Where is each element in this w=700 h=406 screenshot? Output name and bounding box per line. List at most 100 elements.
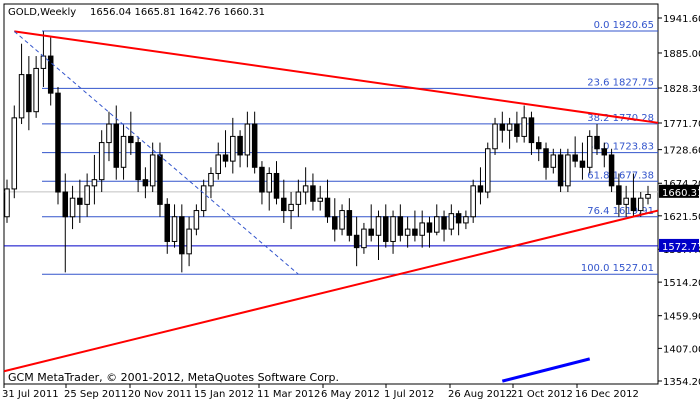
candle-body-43 [317, 197, 323, 202]
candle-body-65 [477, 185, 484, 193]
y-tick-label-3: 1771.70 [663, 119, 700, 130]
candle-body-34 [251, 123, 258, 168]
candle-body-57 [419, 222, 425, 236]
candle-60 [441, 210, 447, 242]
candle-body-10 [77, 197, 83, 205]
candle-0 [4, 179, 10, 223]
candle-18 [135, 136, 141, 193]
x-tick-label-8: 21 Oct 2012 [511, 389, 573, 400]
fib-label-1: 23.6 1827.75 [587, 77, 654, 88]
candle-29 [215, 142, 221, 180]
y-tick-label-4: 1728.60 [663, 146, 700, 157]
candle-76 [557, 148, 564, 193]
candle-body-56 [412, 228, 418, 236]
candle-body-51 [375, 216, 382, 236]
candle-body-62 [455, 213, 462, 224]
y-axis: 1941.60 1885.00 1828.30 1771.70 1728.60 1674.… [658, 14, 700, 388]
candle-body-83 [608, 154, 615, 187]
candle-34 [251, 111, 258, 174]
candle-38 [281, 179, 287, 223]
candle-body-50 [368, 228, 374, 236]
candle-57 [419, 210, 425, 248]
candle-body-55 [404, 228, 411, 236]
current-price-label: 1660.31 [662, 188, 700, 199]
candle-13 [98, 130, 105, 193]
candle-body-20 [149, 154, 156, 187]
fib-label-5: 76.4 1619.91 [587, 206, 654, 217]
candle-51 [375, 210, 382, 260]
candle-body-59 [434, 216, 440, 233]
candle-80 [586, 130, 593, 174]
candle-9 [69, 185, 76, 230]
candle-42 [310, 173, 316, 211]
candle-body-29 [215, 154, 221, 174]
y-tick-label-0: 1941.60 [663, 14, 700, 25]
level-price-tag [659, 238, 699, 252]
candle-75 [550, 148, 557, 174]
symbol-label: GOLD,Weekly [8, 7, 76, 18]
candle-27 [200, 179, 207, 217]
candle-20 [149, 142, 156, 193]
y-tick-label-11: 1354.20 [663, 377, 700, 388]
candle-52 [383, 204, 389, 248]
candle-19 [142, 167, 149, 199]
candle-body-61 [448, 213, 455, 230]
candle-body-75 [550, 154, 557, 168]
candle-body-54 [397, 216, 404, 236]
y-tick-label-9: 1459.90 [663, 312, 700, 323]
candle-body-37 [273, 172, 280, 199]
candle-33 [244, 111, 251, 168]
candle-35 [259, 161, 265, 205]
candle-body-17 [128, 135, 134, 144]
candle-body-44 [324, 197, 331, 218]
candle-39 [288, 192, 294, 230]
candle-86 [630, 173, 637, 217]
candle-43 [317, 185, 323, 211]
candle-88 [645, 185, 651, 205]
ohlc-header: 1656.04 1665.81 1642.76 1660.31 [90, 7, 265, 18]
candle-body-40 [295, 191, 302, 205]
candle-body-72 [528, 117, 535, 144]
candle-body-26 [193, 210, 200, 230]
candle-4 [33, 56, 39, 118]
plot-frame [3, 3, 659, 385]
candle-body-6 [47, 55, 54, 94]
candle-body-11 [84, 185, 90, 205]
candle-6 [47, 37, 54, 106]
candle-31 [230, 117, 236, 174]
candle-54 [397, 204, 404, 242]
current-price-tag [659, 184, 699, 198]
candle-body-14 [106, 123, 112, 144]
candle-22 [164, 198, 171, 254]
candle-79 [579, 142, 586, 180]
candle-body-86 [630, 197, 637, 212]
candle-25 [186, 216, 192, 267]
x-tick-label-2: 20 Nov 2011 [128, 389, 192, 400]
candle-73 [535, 136, 542, 162]
candle-44 [324, 179, 331, 223]
candle-68 [499, 111, 506, 143]
x-tick-label-1: 25 Sep 2011 [64, 389, 127, 400]
candle-64 [470, 179, 476, 223]
trendline-blue-tail [501, 357, 591, 383]
y-tick-label-5: 1674.20 [663, 179, 700, 190]
candle-body-82 [601, 148, 608, 156]
candle-body-46 [339, 210, 345, 230]
candle-83 [608, 148, 615, 193]
candle-28 [208, 167, 214, 199]
candle-15 [113, 105, 120, 180]
candle-37 [273, 161, 280, 205]
candle-53 [390, 210, 396, 254]
candle-62 [455, 210, 462, 236]
candle-body-64 [470, 185, 476, 218]
candle-40 [295, 179, 302, 217]
level-price-label: 1572.77 [662, 242, 700, 253]
candle-body-39 [288, 203, 294, 212]
candle-body-78 [572, 154, 578, 162]
candle-body-45 [332, 216, 338, 230]
candle-82 [601, 142, 608, 168]
candle-56 [412, 210, 418, 242]
candle-85 [623, 185, 629, 217]
candle-body-31 [230, 135, 236, 162]
trendline-upper [14, 30, 659, 124]
